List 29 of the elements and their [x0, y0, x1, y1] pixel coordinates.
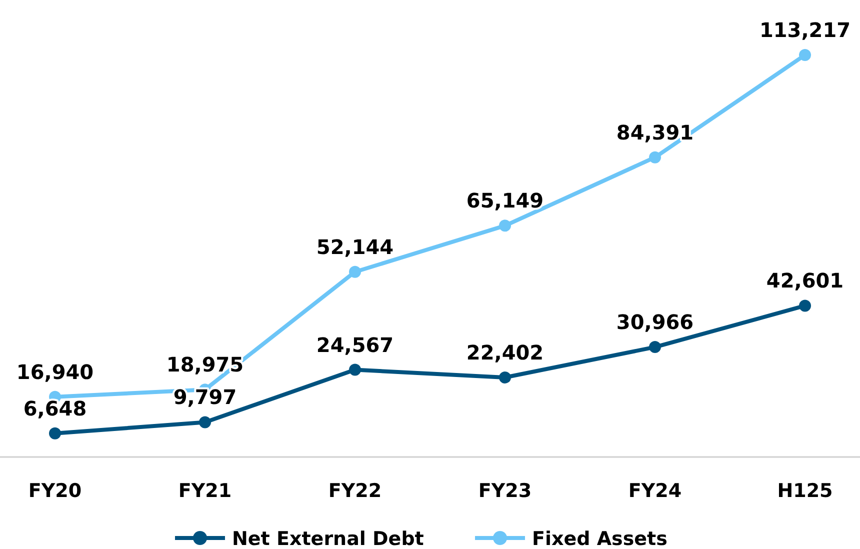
data-label: 30,966 [616, 310, 694, 334]
x-tick-label: H125 [777, 480, 833, 502]
data-label: 42,601 [766, 268, 844, 293]
data-label: 113,217 [759, 18, 851, 42]
x-tick-label: FY22 [328, 480, 382, 502]
data-label: 22,402 [466, 340, 544, 364]
point [499, 371, 511, 384]
data-label: 52,144 [316, 234, 394, 259]
x-tick-label: FY23 [478, 480, 532, 502]
point [49, 427, 61, 440]
point [499, 220, 511, 232]
point [649, 151, 661, 164]
legend-label: Fixed Assets [532, 528, 668, 549]
legend-label: Net External Debt [232, 528, 424, 549]
data-label: 65,149 [466, 188, 544, 213]
point [649, 341, 661, 354]
point [349, 364, 361, 376]
data-label: 84,391 [616, 120, 694, 144]
x-tick-label: FY24 [628, 480, 682, 502]
data-label: 9,797 [173, 385, 237, 410]
point [799, 300, 811, 312]
data-label: 24,567 [316, 332, 394, 357]
point [349, 266, 361, 278]
point [799, 49, 811, 61]
point [199, 416, 211, 428]
x-tick-label: FY20 [28, 480, 82, 502]
data-label: 16,940 [16, 360, 94, 384]
data-label: 6,648 [23, 396, 87, 420]
x-tick-label: FY21 [178, 480, 232, 502]
